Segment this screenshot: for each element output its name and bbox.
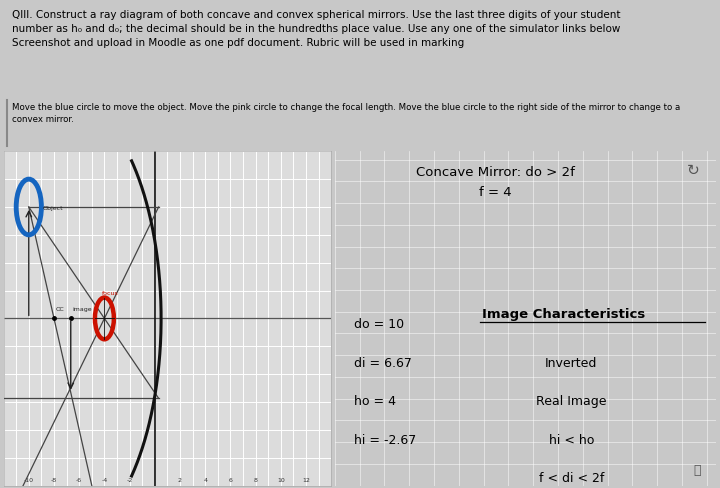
Text: ⛶: ⛶: [693, 464, 701, 477]
Text: Object: Object: [42, 206, 63, 211]
Text: ↻: ↻: [687, 163, 700, 178]
Text: QIII. Construct a ray diagram of both concave and convex spherical mirrors. Use : QIII. Construct a ray diagram of both co…: [12, 10, 621, 48]
Text: -10: -10: [24, 478, 34, 483]
Text: -2: -2: [127, 478, 132, 483]
Text: ho = 4: ho = 4: [354, 395, 396, 408]
Text: hi = -2.67: hi = -2.67: [354, 434, 416, 447]
Text: focus: focus: [102, 291, 119, 296]
Text: 4: 4: [203, 478, 207, 483]
Text: di = 6.67: di = 6.67: [354, 357, 412, 370]
Text: f < di < 2f: f < di < 2f: [539, 472, 604, 485]
Text: 10: 10: [277, 478, 284, 483]
Text: -4: -4: [102, 478, 107, 483]
Text: Real Image: Real Image: [536, 395, 607, 408]
Text: 2: 2: [178, 478, 182, 483]
Text: 6: 6: [228, 478, 233, 483]
Text: 8: 8: [253, 478, 258, 483]
Text: Concave Mirror: do > 2f: Concave Mirror: do > 2f: [415, 166, 575, 179]
Text: -8: -8: [51, 478, 57, 483]
Text: Image Characteristics: Image Characteristics: [482, 308, 645, 322]
Text: Inverted: Inverted: [545, 357, 598, 370]
Text: image: image: [73, 306, 92, 312]
Text: do = 10: do = 10: [354, 318, 404, 331]
Text: f = 4: f = 4: [479, 186, 511, 200]
Text: 12: 12: [302, 478, 310, 483]
Text: hi < ho: hi < ho: [549, 434, 594, 447]
Text: -6: -6: [76, 478, 82, 483]
Text: CC: CC: [56, 306, 65, 312]
Text: Move the blue circle to move the object. Move the pink circle to change the foca: Move the blue circle to move the object.…: [12, 103, 680, 124]
